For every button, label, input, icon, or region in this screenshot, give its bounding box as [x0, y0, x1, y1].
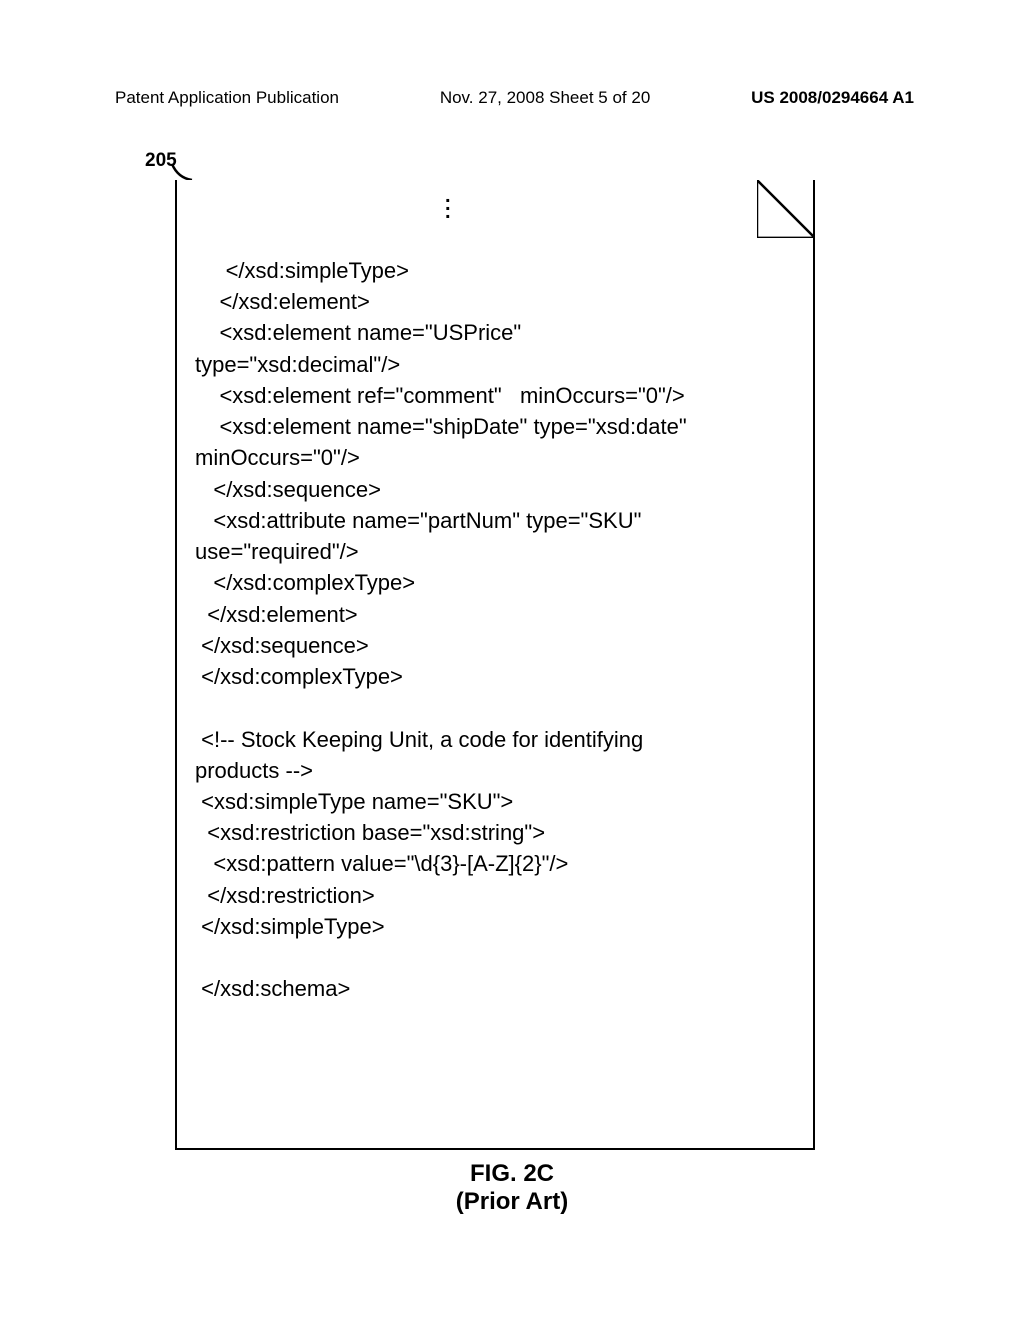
figure-caption: FIG. 2C (Prior Art) — [0, 1160, 1024, 1216]
header-patent-number: US 2008/0294664 A1 — [751, 88, 914, 108]
figure-number: FIG. 2C — [0, 1160, 1024, 1188]
xml-schema-code: </xsd:simpleType> </xsd:element> <xsd:el… — [195, 255, 795, 1005]
prior-art-label: (Prior Art) — [0, 1188, 1024, 1216]
page-header: Patent Application Publication Nov. 27, … — [0, 88, 1024, 108]
vertical-ellipsis-icon: ... — [445, 192, 451, 216]
dog-ear-icon — [757, 180, 815, 238]
header-date-sheet: Nov. 27, 2008 Sheet 5 of 20 — [440, 88, 650, 108]
header-publication: Patent Application Publication — [115, 88, 339, 108]
